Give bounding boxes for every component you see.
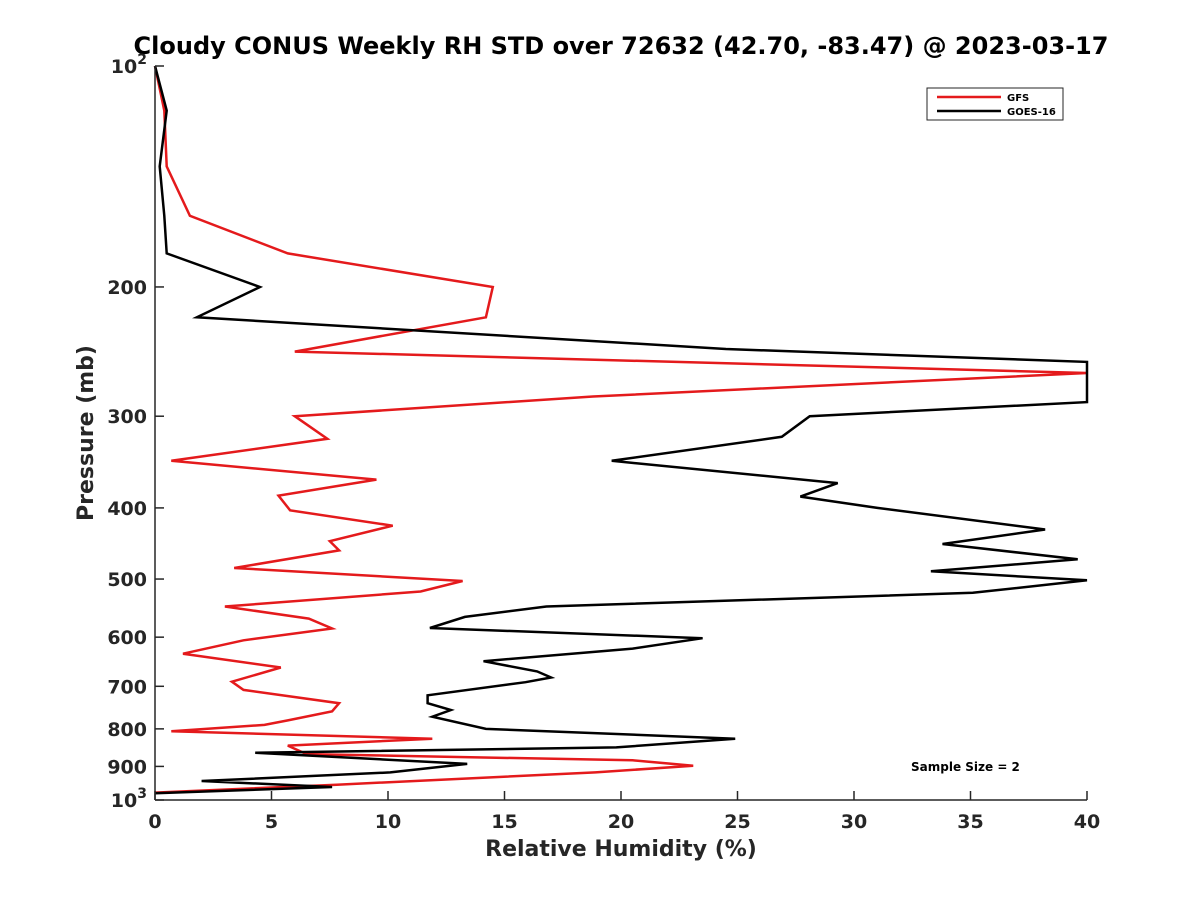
legend-label-gfs: GFS <box>1007 93 1029 104</box>
y-tick-label: 600 <box>107 627 147 649</box>
y-tick-label: 500 <box>107 569 147 591</box>
y-tick-label: 700 <box>107 676 147 698</box>
y-tick-label: 200 <box>107 277 147 299</box>
y-tick-label: 300 <box>107 406 147 428</box>
series-layer <box>153 65 1089 795</box>
x-axis-label: Relative Humidity (%) <box>485 837 757 862</box>
sample-size-annotation: Sample Size = 2 <box>911 760 1020 774</box>
legend-box <box>926 87 1064 121</box>
x-tick-label: 10 <box>375 811 401 833</box>
x-axis-ticks: 0 5 10 15 20 25 30 35 40 <box>148 791 1100 833</box>
x-tick-label: 25 <box>724 811 750 833</box>
series-line-goes16 <box>153 65 1089 795</box>
y-tick-label: 800 <box>107 719 147 741</box>
plot-area: 0 5 10 15 20 25 30 35 40 102 200 300 400 500 600 700 80… <box>107 52 1100 833</box>
y-axis-label: Pressure (mb) <box>74 345 99 521</box>
x-tick-label: 0 <box>148 811 161 833</box>
legend: GFS GOES-16 <box>926 87 1064 121</box>
chart-title: Cloudy CONUS Weekly RH STD over 72632 (4… <box>134 32 1109 60</box>
x-tick-label: 35 <box>957 811 983 833</box>
x-tick-label: 30 <box>841 811 867 833</box>
x-tick-label: 20 <box>608 811 634 833</box>
y-tick-label: 102 <box>111 52 147 78</box>
legend-label-goes16: GOES-16 <box>1007 107 1056 118</box>
series-line-gfs <box>153 65 1088 794</box>
y-tick-label: 900 <box>107 756 147 778</box>
x-tick-label: 5 <box>265 811 278 833</box>
y-tick-label: 400 <box>107 498 147 520</box>
x-tick-label: 15 <box>491 811 517 833</box>
x-tick-label: 40 <box>1074 811 1100 833</box>
